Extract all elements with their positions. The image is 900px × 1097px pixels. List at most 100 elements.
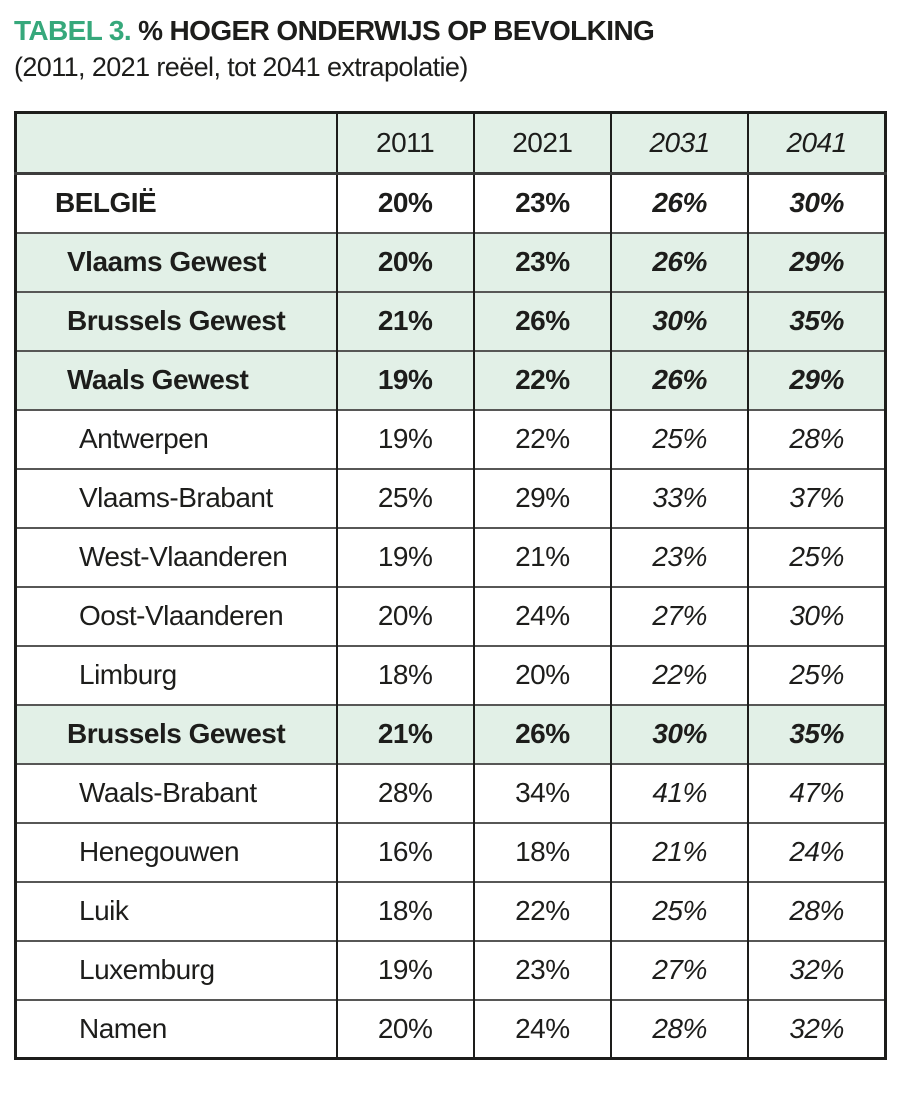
table-row: BELGIË 20% 23% 26% 30%	[15, 172, 886, 233]
value-cell: 18%	[335, 880, 474, 941]
table-row: Brussels Gewest 21% 26% 30% 35%	[15, 703, 886, 764]
value-cell: 41%	[609, 762, 749, 823]
table-number-label: TABEL 3.	[14, 15, 132, 46]
table-row: Luxemburg 19% 23% 27% 32%	[15, 939, 886, 1000]
value-cell: 20%	[335, 172, 474, 233]
table-row: Luik 18% 22% 25% 28%	[15, 880, 886, 941]
value-cell: 28%	[335, 762, 474, 823]
value-cell: 27%	[609, 939, 749, 1000]
header-row: 2011 2021 2031 2041	[15, 112, 886, 175]
value-cell: 30%	[609, 290, 749, 351]
value-cell: 22%	[609, 644, 749, 705]
value-cell: 22%	[472, 408, 611, 469]
value-cell: 33%	[609, 467, 749, 528]
value-cell: 24%	[472, 585, 611, 646]
year-header-2031: 2031	[609, 112, 749, 175]
row-label: Luxemburg	[15, 939, 337, 1000]
row-label: Vlaams Gewest	[15, 231, 337, 292]
value-cell: 29%	[472, 467, 611, 528]
value-cell: 19%	[335, 408, 474, 469]
value-cell: 35%	[747, 290, 886, 351]
row-label: West-Vlaanderen	[15, 526, 337, 587]
row-label: Luik	[15, 880, 337, 941]
value-cell: 20%	[335, 231, 474, 292]
value-cell: 23%	[472, 172, 611, 233]
value-cell: 21%	[335, 703, 474, 764]
table-row: Namen 20% 24% 28% 32%	[15, 998, 886, 1059]
value-cell: 21%	[472, 526, 611, 587]
row-label: Waals Gewest	[15, 349, 337, 410]
value-cell: 26%	[609, 231, 749, 292]
page-title: % HOGER ONDERWIJS OP BEVOLKING	[138, 15, 655, 46]
value-cell: 26%	[609, 349, 749, 410]
value-cell: 20%	[335, 998, 474, 1059]
value-cell: 20%	[335, 585, 474, 646]
value-cell: 32%	[747, 939, 886, 1000]
value-cell: 30%	[747, 585, 886, 646]
value-cell: 23%	[609, 526, 749, 587]
value-cell: 25%	[609, 880, 749, 941]
table-row: Waals-Brabant 28% 34% 41% 47%	[15, 762, 886, 823]
row-label: Vlaams-Brabant	[15, 467, 337, 528]
page: TABEL 3.% HOGER ONDERWIJS OP BEVOLKING (…	[0, 12, 900, 1060]
table-header: 2011 2021 2031 2041	[15, 112, 886, 175]
value-cell: 29%	[747, 349, 886, 410]
table-row: Antwerpen 19% 22% 25% 28%	[15, 408, 886, 469]
table-row: Oost-Vlaanderen 20% 24% 27% 30%	[15, 585, 886, 646]
value-cell: 23%	[472, 231, 611, 292]
value-cell: 32%	[747, 998, 886, 1059]
data-table: 2011 2021 2031 2041 BELGIË 20% 23% 26% 30% Vlaam…	[14, 111, 887, 1060]
value-cell: 23%	[472, 939, 611, 1000]
table-row: Brussels Gewest 21% 26% 30% 35%	[15, 290, 886, 351]
value-cell: 47%	[747, 762, 886, 823]
value-cell: 26%	[472, 290, 611, 351]
value-cell: 18%	[335, 644, 474, 705]
row-label: Waals-Brabant	[15, 762, 337, 823]
table-body: BELGIË 20% 23% 26% 30% Vlaams Gewest 20% 23% 26%…	[15, 172, 886, 1059]
value-cell: 34%	[472, 762, 611, 823]
value-cell: 19%	[335, 939, 474, 1000]
value-cell: 25%	[609, 408, 749, 469]
table-row: West-Vlaanderen 19% 21% 23% 25%	[15, 526, 886, 587]
value-cell: 30%	[747, 172, 886, 233]
table-caption: TABEL 3.% HOGER ONDERWIJS OP BEVOLKING	[14, 12, 900, 49]
row-label: Namen	[15, 998, 337, 1059]
value-cell: 35%	[747, 703, 886, 764]
value-cell: 20%	[472, 644, 611, 705]
value-cell: 25%	[335, 467, 474, 528]
table-row: Henegouwen 16% 18% 21% 24%	[15, 821, 886, 882]
value-cell: 28%	[747, 880, 886, 941]
row-label: BELGIË	[15, 172, 337, 233]
year-header-2041: 2041	[747, 112, 886, 175]
value-cell: 24%	[747, 821, 886, 882]
value-cell: 22%	[472, 880, 611, 941]
value-cell: 21%	[609, 821, 749, 882]
value-cell: 21%	[335, 290, 474, 351]
value-cell: 18%	[472, 821, 611, 882]
corner-header-cell	[15, 112, 337, 175]
year-header-2021: 2021	[472, 112, 611, 175]
value-cell: 19%	[335, 349, 474, 410]
row-label: Henegouwen	[15, 821, 337, 882]
value-cell: 25%	[747, 526, 886, 587]
value-cell: 29%	[747, 231, 886, 292]
value-cell: 19%	[335, 526, 474, 587]
value-cell: 25%	[747, 644, 886, 705]
table-subtitle: (2011, 2021 reëel, tot 2041 extrapolatie…	[14, 52, 468, 82]
value-cell: 28%	[747, 408, 886, 469]
table-row: Vlaams Gewest 20% 23% 26% 29%	[15, 231, 886, 292]
row-label: Brussels Gewest	[15, 703, 337, 764]
row-label: Oost-Vlaanderen	[15, 585, 337, 646]
value-cell: 28%	[609, 998, 749, 1059]
table-row: Waals Gewest 19% 22% 26% 29%	[15, 349, 886, 410]
value-cell: 24%	[472, 998, 611, 1059]
value-cell: 26%	[472, 703, 611, 764]
value-cell: 27%	[609, 585, 749, 646]
value-cell: 26%	[609, 172, 749, 233]
table-row: Limburg 18% 20% 22% 25%	[15, 644, 886, 705]
value-cell: 16%	[335, 821, 474, 882]
value-cell: 22%	[472, 349, 611, 410]
table-row: Vlaams-Brabant 25% 29% 33% 37%	[15, 467, 886, 528]
year-header-2011: 2011	[335, 112, 474, 175]
row-label: Limburg	[15, 644, 337, 705]
